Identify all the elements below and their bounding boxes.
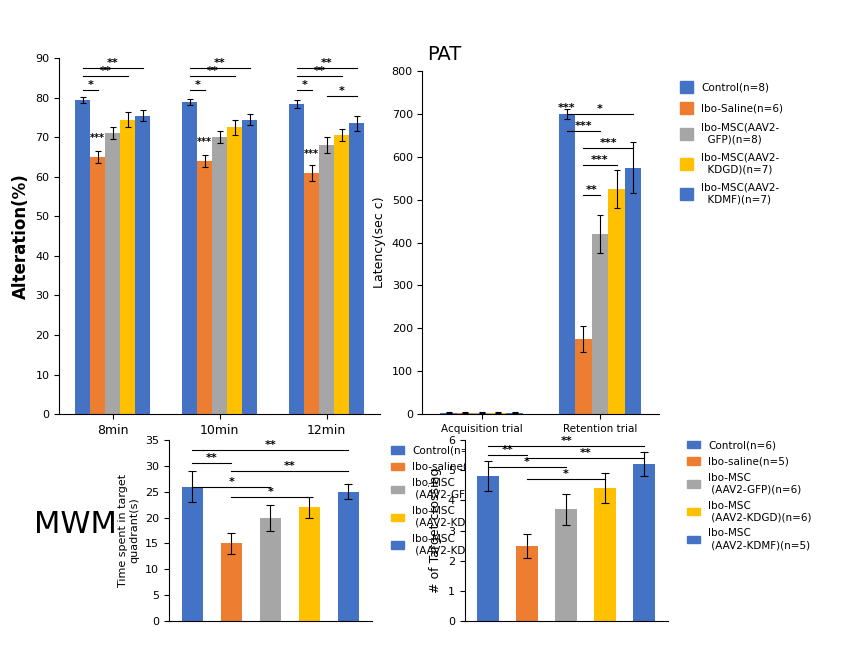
Text: *: *: [301, 80, 307, 90]
Bar: [75, 100, 90, 414]
Text: **: **: [321, 58, 333, 68]
Text: ***: ***: [557, 103, 575, 113]
Text: ***: ***: [574, 121, 592, 131]
Bar: [319, 145, 334, 414]
Text: **: **: [264, 441, 276, 450]
Text: **: **: [501, 445, 513, 455]
Y-axis label: Latency(sec c): Latency(sec c): [373, 197, 386, 289]
Text: *: *: [268, 487, 273, 497]
Bar: [591, 234, 608, 414]
Text: *: *: [523, 457, 529, 467]
Bar: [212, 137, 227, 414]
Text: **: **: [206, 454, 218, 463]
Bar: [457, 413, 473, 414]
Bar: [197, 161, 212, 414]
Text: PAT: PAT: [427, 45, 461, 64]
Bar: [593, 488, 615, 621]
Legend: Control(n=8), Ibo-Saline(n=6), Ibo-MSC(AAV2-
  GFP)(n=8), Ibo-MSC(AAV2-
  KDGD)(: Control(n=8), Ibo-Saline(n=6), Ibo-MSC(A…: [675, 76, 787, 208]
Legend: Control(n=6), Ibo-saline(n=5), Ibo-MSC
 (AAV2-GFP)(n=6), Ibo-MSC
 (AAV2-KDGD)(n=: Control(n=6), Ibo-saline(n=5), Ibo-MSC (…: [387, 441, 519, 560]
Bar: [473, 413, 490, 414]
Text: *: *: [338, 86, 344, 96]
Bar: [298, 507, 320, 621]
Bar: [181, 487, 203, 621]
Bar: [608, 189, 624, 414]
Bar: [135, 116, 150, 414]
Text: **: **: [313, 66, 325, 76]
Bar: [220, 543, 242, 621]
Bar: [334, 135, 349, 414]
Text: **: **: [206, 66, 218, 76]
Text: *: *: [194, 80, 200, 90]
Bar: [440, 413, 457, 414]
Bar: [624, 168, 641, 414]
Bar: [289, 104, 304, 414]
Bar: [516, 545, 538, 621]
Text: ***: ***: [90, 133, 105, 143]
Bar: [120, 120, 135, 414]
Bar: [182, 102, 197, 414]
Text: **: **: [585, 186, 597, 195]
Text: *: *: [228, 477, 234, 487]
Text: **: **: [214, 58, 225, 68]
Bar: [227, 127, 242, 414]
Y-axis label: Alteration(%): Alteration(%): [12, 173, 30, 299]
Text: *: *: [597, 104, 602, 114]
Text: *: *: [87, 80, 93, 90]
Bar: [105, 133, 120, 414]
Bar: [349, 124, 364, 414]
Text: ***: ***: [591, 155, 608, 166]
Bar: [90, 157, 105, 414]
Y-axis label: # of Target crossing: # of Target crossing: [429, 468, 441, 593]
Text: **: **: [579, 448, 591, 458]
Bar: [558, 114, 575, 414]
Text: **: **: [106, 58, 118, 68]
Bar: [304, 173, 319, 414]
Bar: [338, 492, 359, 621]
Text: MWM: MWM: [34, 510, 116, 538]
Text: ***: ***: [197, 137, 212, 148]
Y-axis label: Time spent in target
quadrant(s): Time spent in target quadrant(s): [118, 474, 139, 587]
Text: **: **: [284, 461, 295, 471]
Text: **: **: [560, 436, 571, 446]
Text: ***: ***: [598, 138, 616, 148]
Bar: [633, 464, 654, 621]
Bar: [575, 339, 591, 414]
Text: *: *: [563, 469, 568, 479]
Bar: [242, 120, 257, 414]
Bar: [555, 509, 576, 621]
Bar: [259, 518, 281, 621]
Bar: [506, 413, 522, 414]
Text: ***: ***: [304, 149, 319, 159]
Legend: Control(n=6), Ibo-saline(n=5), Ibo-MSC
 (AAV2-GFP)(n=6), Ibo-MSC
 (AAV2-KDGD)(n=: Control(n=6), Ibo-saline(n=5), Ibo-MSC (…: [682, 436, 814, 554]
Bar: [490, 413, 506, 414]
Text: **: **: [100, 66, 111, 76]
Bar: [477, 476, 498, 621]
